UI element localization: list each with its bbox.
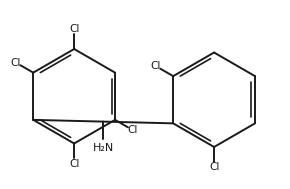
- Text: H₂N: H₂N: [93, 143, 114, 153]
- Text: Cl: Cl: [69, 159, 79, 169]
- Text: Cl: Cl: [209, 162, 219, 172]
- Text: Cl: Cl: [151, 61, 161, 71]
- Text: Cl: Cl: [69, 24, 79, 34]
- Text: Cl: Cl: [11, 58, 21, 68]
- Text: Cl: Cl: [127, 125, 138, 135]
